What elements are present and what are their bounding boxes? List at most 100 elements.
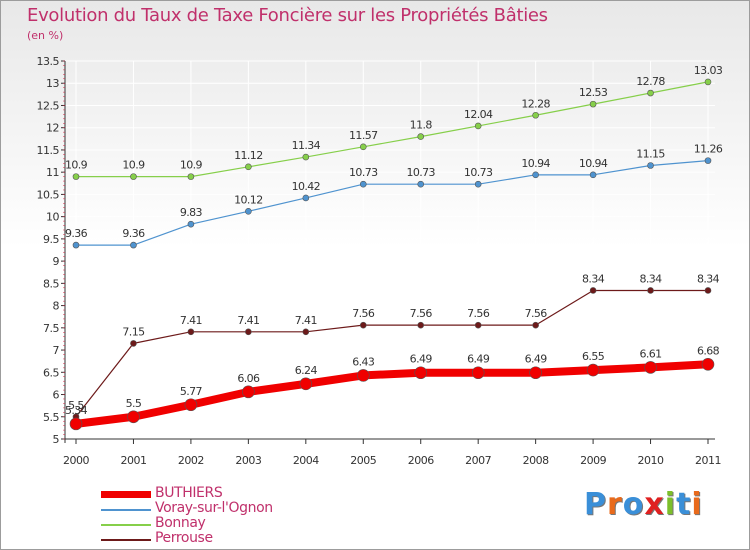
data-label-bonnay: 13.03 [694,64,723,77]
data-point-buthiers [701,357,715,371]
legend-label-voray: Voray-sur-l'Ognon [155,500,273,516]
x-tick-label: 2010 [638,454,664,467]
data-point-voray-sur-l-ognon [474,180,482,188]
x-tick-label: 2001 [120,454,146,467]
legend-label-perrouse: Perrouse [155,530,213,546]
data-label-perrouse: 7.56 [352,307,375,320]
x-tick-label: 2004 [293,454,319,467]
data-point-voray-sur-l-ognon [647,162,654,169]
logo-letter: i [664,487,677,522]
y-tick-label: 12 [46,122,59,135]
data-label-voray-sur-l-ognon: 11.15 [636,148,665,161]
data-label-bonnay: 11.57 [349,129,378,142]
data-label-voray-sur-l-ognon: 9.36 [122,227,145,240]
data-label-bonnay: 11.34 [292,139,321,152]
data-point-bonnay [589,100,597,108]
x-tick-label: 2009 [580,454,606,467]
legend-swatch-buthiers [101,491,151,498]
data-point-buthiers [242,385,255,399]
data-label-voray-sur-l-ognon: 11.26 [694,143,723,156]
legend-swatch-bonnay [101,524,151,526]
y-tick-label: 7 [53,344,60,357]
data-point-bonnay [647,89,654,97]
data-label-perrouse: 8.34 [697,272,720,285]
data-label-voray-sur-l-ognon: 10.73 [464,166,493,179]
x-tick-label: 2003 [235,454,261,467]
data-point-perrouse [417,321,425,329]
legend-label-buthiers: BUTHIERS [155,485,223,501]
data-label-bonnay: 10.9 [122,159,145,172]
logo-letter: o [622,487,645,522]
data-label-bonnay: 12.04 [464,108,493,121]
data-label-voray-sur-l-ognon: 9.36 [65,227,88,240]
legend-swatch-voray [101,509,151,511]
data-point-buthiers [127,410,140,424]
data-label-perrouse: 8.34 [639,272,662,285]
y-tick-label: 9 [53,255,60,268]
x-tick-label: 2000 [63,454,89,467]
data-point-voray-sur-l-ognon [302,194,310,202]
data-label-buthiers: 5.34 [65,404,88,417]
data-point-voray-sur-l-ognon [245,208,252,215]
data-label-bonnay: 12.53 [579,86,608,99]
data-point-perrouse [187,328,195,336]
x-tick-label: 2011 [695,454,721,467]
data-label-bonnay: 10.9 [180,159,203,172]
proxiti-logo: Proxiti [584,487,703,522]
data-label-buthiers: 6.49 [410,353,433,366]
data-label-buthiers: 6.06 [237,372,260,385]
data-label-perrouse: 7.15 [122,325,145,338]
data-point-perrouse [474,321,482,329]
data-point-voray-sur-l-ognon [359,180,367,188]
data-point-voray-sur-l-ognon [187,220,195,228]
data-label-voray-sur-l-ognon: 10.42 [292,180,321,193]
y-tick-label: 12.5 [37,99,60,112]
data-label-bonnay: 10.9 [65,159,88,172]
legend-label-bonnay: Bonnay [155,515,206,531]
data-label-perrouse: 7.41 [180,314,202,327]
data-point-bonnay [704,78,712,86]
data-label-voray-sur-l-ognon: 10.12 [234,193,263,206]
data-label-buthiers: 6.43 [352,355,375,368]
y-tick-label: 6 [53,389,60,402]
data-point-bonnay [130,173,137,180]
y-tick-label: 7.5 [43,322,59,335]
data-point-voray-sur-l-ognon [704,157,712,164]
y-tick-label: 11.5 [37,144,60,157]
data-point-voray-sur-l-ognon [72,241,80,249]
data-point-bonnay [187,173,195,180]
chart-title: Evolution du Taux de Taxe Foncière sur l… [27,5,548,26]
x-tick-label: 2008 [523,454,549,467]
data-point-buthiers [184,398,198,412]
data-point-buthiers [299,377,313,391]
data-label-perrouse: 7.56 [525,307,548,320]
series-line-bonnay [76,81,709,178]
data-point-perrouse [245,328,252,336]
data-point-bonnay [532,111,539,119]
data-point-buthiers [644,361,657,374]
data-label-perrouse: 5.5 [68,399,84,412]
data-label-buthiers: 6.61 [639,347,661,360]
data-point-perrouse [589,287,597,294]
data-label-perrouse: 7.41 [295,314,317,327]
data-label-voray-sur-l-ognon: 10.94 [579,157,608,170]
data-label-voray-sur-l-ognon: 10.73 [349,166,378,179]
data-point-bonnay [474,122,482,130]
data-point-perrouse [704,287,712,294]
y-tick-label: 9.5 [43,233,59,246]
data-label-perrouse: 7.41 [237,314,259,327]
data-label-buthiers: 6.24 [295,364,318,377]
data-point-bonnay [359,143,367,151]
data-point-buthiers [529,366,542,380]
data-label-voray-sur-l-ognon: 9.83 [180,206,203,219]
data-point-bonnay [302,153,310,161]
y-tick-label: 13.5 [37,55,60,68]
logo-letter: i [691,487,703,522]
data-point-voray-sur-l-ognon [130,241,137,249]
data-point-bonnay [72,173,80,180]
data-point-perrouse [302,328,310,336]
data-label-bonnay: 11.12 [234,149,263,162]
data-point-buthiers [356,369,370,382]
data-label-voray-sur-l-ognon: 10.94 [521,157,550,170]
